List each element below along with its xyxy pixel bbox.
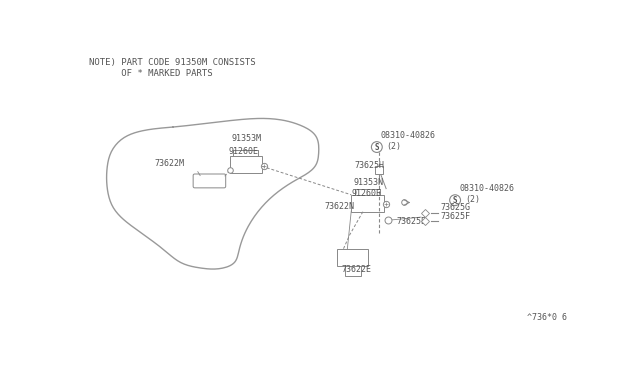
Text: S: S xyxy=(374,142,379,151)
Text: (2): (2) xyxy=(465,196,480,205)
Text: 91353N: 91353N xyxy=(353,178,383,187)
Text: 73625G: 73625G xyxy=(440,203,470,212)
Text: 73625F: 73625F xyxy=(440,212,470,221)
Text: 91260E: 91260E xyxy=(351,189,381,198)
Text: (2): (2) xyxy=(386,142,401,151)
Text: OF * MARKED PARTS: OF * MARKED PARTS xyxy=(90,69,213,78)
Text: 73622E: 73622E xyxy=(341,265,371,274)
Text: 73622M: 73622M xyxy=(154,159,184,168)
Text: NOTE) PART CODE 91350M CONSISTS: NOTE) PART CODE 91350M CONSISTS xyxy=(90,58,256,67)
FancyBboxPatch shape xyxy=(193,174,226,188)
Text: S: S xyxy=(452,196,458,205)
Text: ^736*0 6: ^736*0 6 xyxy=(527,313,566,322)
Bar xyxy=(337,249,368,266)
Bar xyxy=(345,266,360,276)
Text: 91260E: 91260E xyxy=(228,147,258,156)
Text: 73625H: 73625H xyxy=(355,161,385,170)
Text: 08310-40826: 08310-40826 xyxy=(381,131,436,140)
Circle shape xyxy=(450,195,461,206)
Circle shape xyxy=(371,142,382,153)
Text: 73625E: 73625E xyxy=(396,217,426,226)
Text: 73622N: 73622N xyxy=(324,202,354,211)
Bar xyxy=(230,156,262,173)
Bar xyxy=(351,195,384,212)
Text: 08310-40826: 08310-40826 xyxy=(460,184,515,193)
Text: 91353M: 91353M xyxy=(232,134,262,143)
